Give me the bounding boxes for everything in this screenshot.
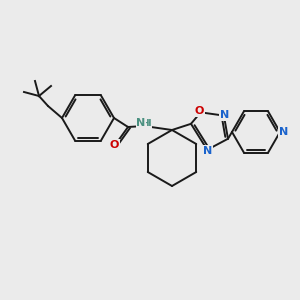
Text: H: H	[143, 119, 151, 128]
Text: N: N	[279, 127, 289, 137]
Text: O: O	[109, 140, 119, 150]
Text: N: N	[136, 118, 146, 128]
Text: N: N	[220, 110, 230, 120]
Text: N: N	[137, 119, 147, 129]
Text: N: N	[202, 146, 212, 156]
Text: H: H	[141, 118, 149, 127]
Text: O: O	[195, 106, 204, 116]
